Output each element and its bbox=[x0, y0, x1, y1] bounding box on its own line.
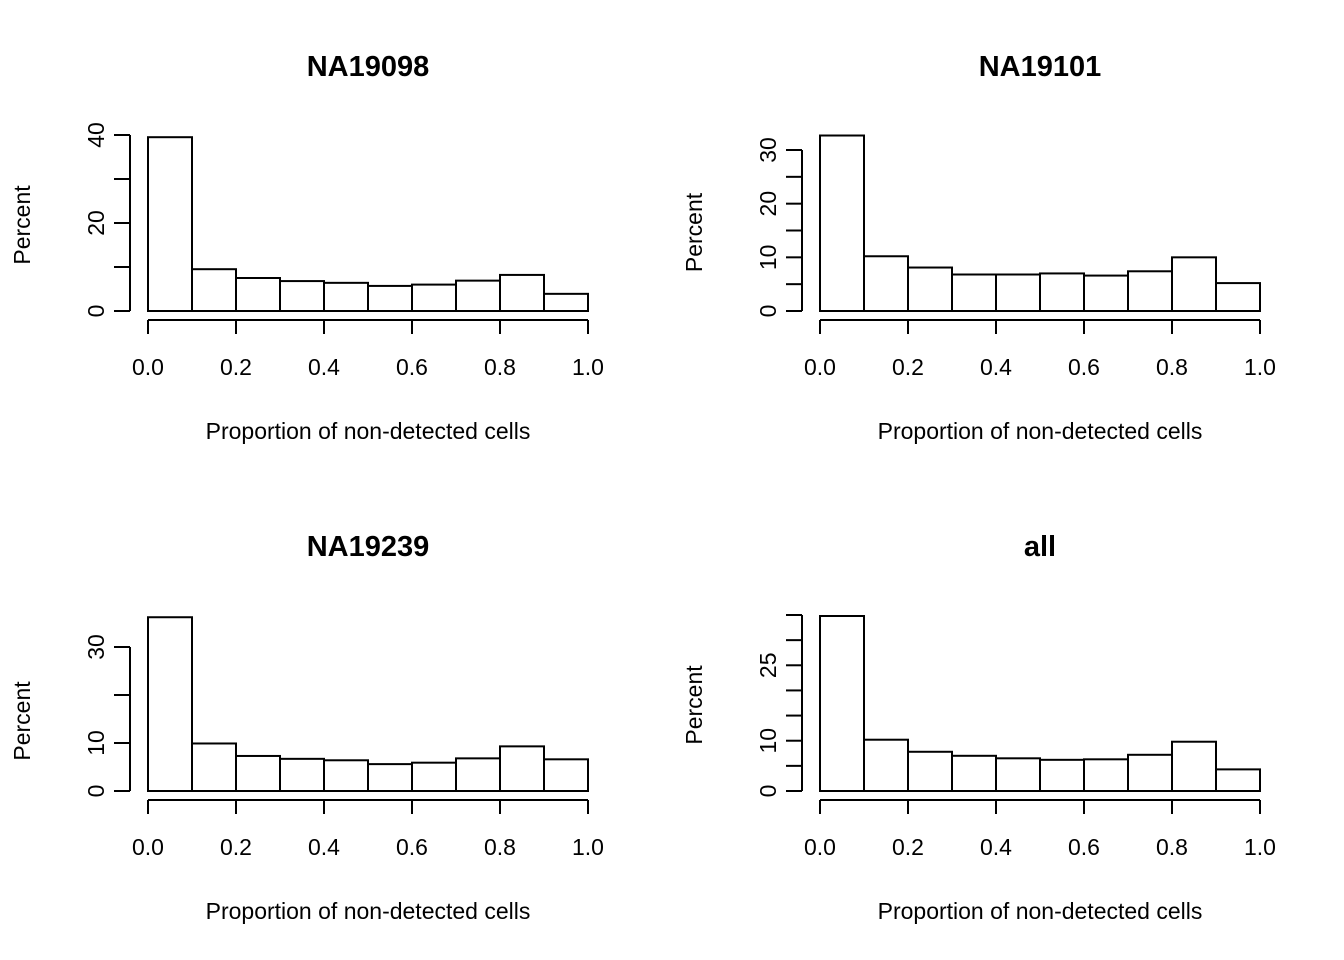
histogram-bar bbox=[907, 750, 953, 793]
histogram-panel-3: all 0 10 25 0.0 0.2 0.4 0.6 0.8 1.0 Proportion of … bbox=[681, 531, 1276, 924]
histogram-bar bbox=[1171, 740, 1217, 792]
panel-title: NA19239 bbox=[307, 531, 430, 563]
x-tick-label: 0.2 bbox=[220, 834, 252, 860]
x-axis-label: Proportion of non-detected cells bbox=[878, 898, 1203, 924]
histogram-bar bbox=[907, 266, 953, 312]
x-tick-label: 1.0 bbox=[1244, 354, 1276, 380]
histogram-bar bbox=[499, 745, 545, 792]
x-axis-label: Proportion of non-detected cells bbox=[206, 418, 531, 444]
histogram-panel-0: NA19098 0 20 40 0.0 0.2 0.4 0.6 0.8 1.0 Proportion… bbox=[9, 51, 604, 444]
histogram-bar bbox=[235, 277, 281, 312]
y-tick-label: 20 bbox=[755, 191, 781, 217]
histogram-bar bbox=[1083, 274, 1129, 312]
x-tick-label: 1.0 bbox=[572, 354, 604, 380]
histogram-bar bbox=[455, 279, 501, 313]
histogram-bar bbox=[1083, 758, 1129, 793]
histogram-bar bbox=[1215, 282, 1261, 312]
x-tick-label: 0.4 bbox=[308, 354, 340, 380]
histogram-bar bbox=[1039, 272, 1085, 312]
histogram-bar bbox=[191, 268, 237, 313]
histogram-bar bbox=[951, 754, 997, 792]
x-axis-label: Proportion of non-detected cells bbox=[206, 898, 531, 924]
histogram-panel-1: NA19101 0 10 20 30 0.0 0.2 0.4 0.6 0.8 1.0 Proporti… bbox=[681, 51, 1276, 444]
histogram-bar bbox=[499, 273, 545, 313]
histogram-bar bbox=[411, 283, 457, 313]
histogram-bar bbox=[279, 757, 325, 793]
y-tick-label: 40 bbox=[83, 122, 109, 148]
histogram-bar bbox=[1127, 270, 1173, 312]
panel-title: all bbox=[1024, 531, 1056, 563]
histogram-panel-2: NA19239 0 10 30 0.0 0.2 0.4 0.6 0.8 1.0 Proportion… bbox=[9, 531, 604, 924]
histogram-bar bbox=[819, 615, 865, 793]
y-tick-label: 10 bbox=[755, 728, 781, 754]
x-tick-label: 0.2 bbox=[892, 354, 924, 380]
y-tick-label: 0 bbox=[755, 305, 781, 318]
x-tick-label: 0.4 bbox=[980, 354, 1012, 380]
x-tick-label: 0.2 bbox=[892, 834, 924, 860]
y-tick-label: 0 bbox=[83, 305, 109, 318]
x-tick-label: 0.8 bbox=[484, 354, 516, 380]
histogram-bar bbox=[1171, 256, 1217, 313]
y-axis-label: Percent bbox=[9, 681, 35, 761]
x-tick-label: 0.6 bbox=[1068, 834, 1100, 860]
x-tick-label: 0.6 bbox=[1068, 354, 1100, 380]
y-tick-label: 0 bbox=[755, 785, 781, 798]
y-tick-label: 10 bbox=[83, 730, 109, 756]
histogram-bar bbox=[367, 284, 413, 313]
histogram-bar bbox=[323, 281, 369, 312]
histogram-bar bbox=[1039, 758, 1085, 793]
x-tick-label: 1.0 bbox=[1244, 834, 1276, 860]
x-axis-label: Proportion of non-detected cells bbox=[878, 418, 1203, 444]
histogram-bar bbox=[1215, 768, 1261, 792]
histogram-bar bbox=[191, 742, 237, 792]
y-tick-label: 30 bbox=[755, 137, 781, 163]
histogram-bar bbox=[819, 134, 865, 312]
histogram-bar bbox=[411, 761, 457, 792]
histogram-bar bbox=[863, 255, 909, 313]
histogram-bar bbox=[995, 273, 1041, 312]
histogram-bar bbox=[147, 616, 193, 792]
panel-title: NA19098 bbox=[307, 51, 430, 83]
histogram-bar bbox=[367, 763, 413, 792]
x-tick-label: 0.2 bbox=[220, 354, 252, 380]
histogram-bar bbox=[543, 292, 589, 312]
histogram-bar bbox=[235, 754, 281, 793]
y-axis-label: Percent bbox=[681, 665, 707, 745]
histogram-bar bbox=[951, 273, 997, 312]
histogram-bar bbox=[1127, 753, 1173, 793]
panel-title: NA19101 bbox=[979, 51, 1102, 83]
x-tick-label: 0.0 bbox=[132, 834, 164, 860]
x-tick-label: 0.6 bbox=[396, 354, 428, 380]
x-tick-label: 0.0 bbox=[132, 354, 164, 380]
x-tick-label: 0.4 bbox=[308, 834, 340, 860]
histogram-bar bbox=[323, 759, 369, 793]
histogram-bar bbox=[279, 280, 325, 312]
x-tick-label: 0.0 bbox=[804, 834, 836, 860]
histogram-bar bbox=[863, 738, 909, 792]
y-tick-label: 10 bbox=[755, 245, 781, 271]
y-tick-label: 20 bbox=[83, 210, 109, 236]
y-axis-label: Percent bbox=[9, 185, 35, 265]
histogram-bar bbox=[147, 136, 193, 312]
y-axis-label: Percent bbox=[681, 192, 707, 272]
y-tick-label: 30 bbox=[83, 634, 109, 660]
x-tick-label: 0.8 bbox=[1156, 834, 1188, 860]
x-tick-label: 0.4 bbox=[980, 834, 1012, 860]
x-tick-label: 0.8 bbox=[1156, 354, 1188, 380]
y-tick-label: 0 bbox=[83, 785, 109, 798]
x-tick-label: 0.8 bbox=[484, 834, 516, 860]
x-tick-label: 0.6 bbox=[396, 834, 428, 860]
y-tick-label: 25 bbox=[755, 652, 781, 678]
histogram-bar bbox=[543, 758, 589, 793]
x-tick-label: 1.0 bbox=[572, 834, 604, 860]
histogram-bar bbox=[995, 757, 1041, 792]
x-tick-label: 0.0 bbox=[804, 354, 836, 380]
histogram-bar bbox=[455, 757, 501, 792]
